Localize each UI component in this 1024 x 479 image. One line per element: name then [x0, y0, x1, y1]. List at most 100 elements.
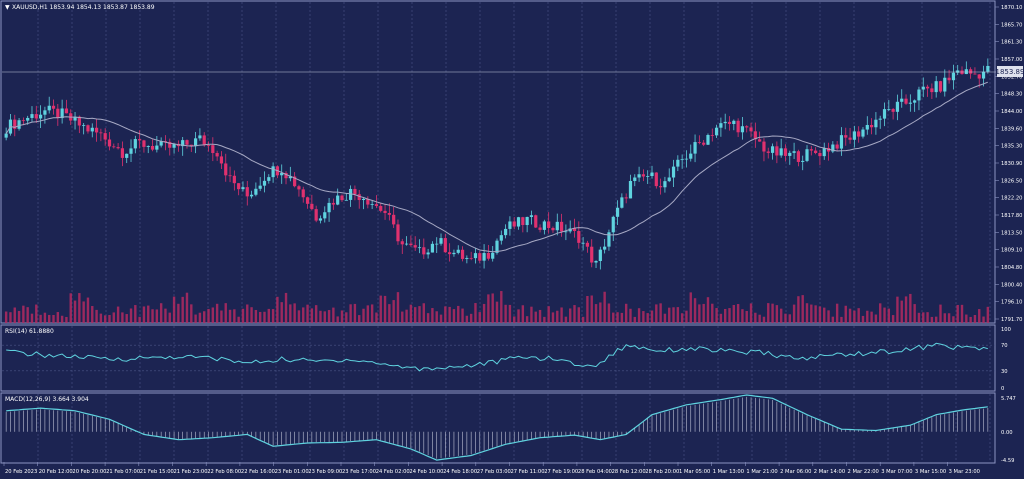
candle-body [370, 204, 374, 205]
volume-bar [672, 307, 675, 323]
volume-bar [478, 312, 481, 323]
time-axis: 20 Feb 2023 20 Feb 12:00 20 Feb 20:00 21 Fe… [3, 462, 980, 475]
candle-body [159, 141, 163, 146]
volume-bar [198, 312, 202, 323]
volume-bar [538, 309, 542, 323]
volume-bar [207, 308, 210, 323]
volume-bar [108, 314, 111, 323]
candle-body [215, 153, 219, 157]
volume-bar [310, 308, 314, 323]
volume-bar [17, 310, 21, 323]
price-tick-label: 1826.50 [1001, 178, 1022, 184]
volume-bar [814, 305, 817, 323]
candle-body [288, 176, 292, 179]
candle-body [981, 71, 986, 79]
candle-body [116, 147, 120, 149]
volume-bar [267, 308, 270, 323]
candle-body [805, 149, 809, 161]
macd-panel-border [0, 392, 996, 464]
volume-bar [599, 302, 602, 323]
volume-bar [138, 316, 141, 323]
volume-bar [69, 293, 72, 323]
candle-body [947, 77, 951, 81]
candle-body [43, 110, 47, 115]
candle-body [224, 163, 228, 176]
candle-body [857, 131, 861, 137]
volume-bar [513, 316, 516, 323]
candle-body [900, 98, 904, 102]
candle-body [775, 146, 779, 156]
volume-bar [65, 316, 68, 323]
candle-body [641, 174, 645, 177]
dropdown-arrow-icon[interactable]: ▼ [5, 4, 10, 11]
volume-bar [801, 295, 804, 323]
volume-bar [422, 303, 426, 323]
candle-body [973, 73, 977, 75]
candle-body [198, 135, 202, 139]
current-price-label: 1853.89 [996, 68, 1024, 76]
candle-body [964, 69, 968, 75]
candle-body [430, 243, 435, 253]
price-tick-label: 1857.00 [1001, 57, 1022, 63]
candle-body [228, 175, 232, 177]
rsi-line [6, 342, 988, 372]
volume-bar [564, 316, 568, 323]
candle-body [73, 116, 77, 121]
time-tick-label: 22 Feb 08:00 [207, 469, 241, 475]
volume-bar [203, 311, 206, 323]
volume-bar [831, 316, 835, 323]
volume-bar [78, 293, 81, 323]
price-tick-label: 1804.80 [1001, 265, 1022, 271]
volume-bar [926, 312, 929, 323]
volume-bar [616, 312, 619, 323]
candle-body [516, 217, 521, 227]
candlestick-series[interactable] [4, 58, 990, 270]
candle-body [749, 127, 753, 132]
candle-body [637, 174, 641, 178]
candle-body [848, 137, 852, 140]
volume-bar [116, 306, 120, 323]
candle-body [869, 124, 874, 128]
volume-bar [556, 310, 559, 323]
volume-bar [939, 304, 942, 323]
candle-body [38, 114, 43, 119]
candle-body [56, 108, 60, 119]
candle-body [702, 142, 706, 145]
volume-bar [353, 303, 357, 323]
volume-bar [284, 292, 288, 323]
volume-bar [637, 308, 641, 323]
candle-body [788, 152, 792, 156]
volume-bar [663, 313, 667, 323]
candle-body [697, 142, 701, 143]
volume-bar [220, 310, 223, 323]
volume-bar [573, 305, 576, 323]
candle-body [138, 139, 142, 141]
price-tick-label: 1870.10 [1001, 5, 1022, 11]
candle-body [758, 139, 762, 142]
volume-bar [986, 306, 990, 323]
candle-body [714, 127, 719, 136]
volume-bar [982, 316, 985, 323]
volume-bar [577, 307, 581, 323]
volume-bar [112, 312, 115, 323]
volume-bar [263, 311, 266, 323]
candle-body [323, 212, 327, 219]
volume-bar [934, 316, 938, 323]
candle-body [460, 249, 465, 259]
time-tick-label: 27 Feb 03:00 [477, 469, 511, 475]
candle-body [478, 253, 482, 261]
volume-bar [973, 315, 977, 323]
volume-bar [9, 312, 12, 323]
candle-body [628, 180, 633, 199]
candle-body [895, 101, 900, 112]
candle-body [473, 253, 478, 259]
candle-body [904, 98, 908, 104]
volume-bar [805, 303, 809, 323]
time-tick-label: 24 Feb 02:00 [376, 469, 410, 475]
candle-body [314, 209, 318, 221]
volume-bar [401, 311, 404, 323]
volume-bar [642, 311, 645, 323]
volume-bar [254, 309, 258, 323]
chart-grid [37, 2, 991, 462]
